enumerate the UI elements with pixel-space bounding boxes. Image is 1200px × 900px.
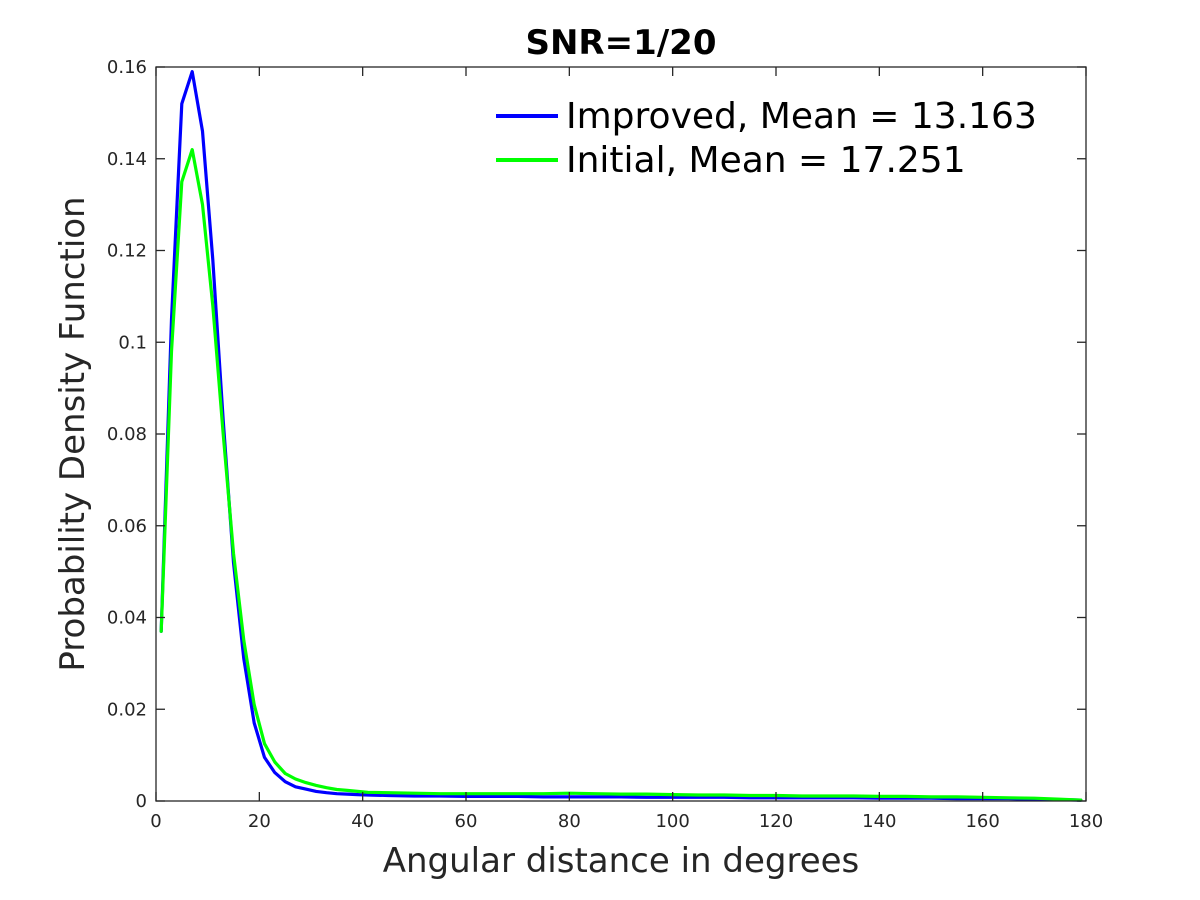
- x-tick-label: 100: [655, 811, 689, 832]
- legend-label-improved: Improved, Mean = 13.163: [566, 96, 1037, 137]
- y-tick-label: 0.14: [107, 149, 147, 170]
- y-tick-label: 0.04: [107, 608, 147, 629]
- x-tick-label: 40: [351, 811, 374, 832]
- x-tick-label: 0: [150, 811, 161, 832]
- y-tick-label: 0.06: [107, 516, 147, 537]
- x-tick-label: 80: [558, 811, 581, 832]
- x-tick-label: 20: [248, 811, 271, 832]
- x-axis-label: Angular distance in degrees: [383, 841, 860, 881]
- y-tick-label: 0.16: [107, 57, 147, 78]
- x-tick-label: 160: [965, 811, 999, 832]
- y-tick-label: 0.02: [107, 699, 147, 720]
- y-tick-label: 0.08: [107, 424, 147, 445]
- legend-label-initial: Initial, Mean = 17.251: [566, 140, 966, 181]
- legend: Improved, Mean = 13.163 Initial, Mean = …: [496, 96, 1037, 181]
- x-tick-label: 60: [455, 811, 478, 832]
- plot-area: [156, 67, 1086, 801]
- ticks-layer: 0 20 40 60 80 100 120 140 160 180 0 0.02 0.04 0.06 0.0…: [107, 57, 1103, 832]
- x-tick-label: 120: [759, 811, 793, 832]
- x-tick-label: 140: [862, 811, 896, 832]
- x-tick-label: 180: [1069, 811, 1103, 832]
- y-tick-label: 0.12: [107, 241, 147, 262]
- y-tick-label: 0.1: [118, 332, 147, 353]
- chart-title: SNR=1/20: [525, 23, 716, 63]
- y-axis-label: Probability Density Function: [53, 196, 93, 671]
- y-tick-label: 0: [136, 791, 147, 812]
